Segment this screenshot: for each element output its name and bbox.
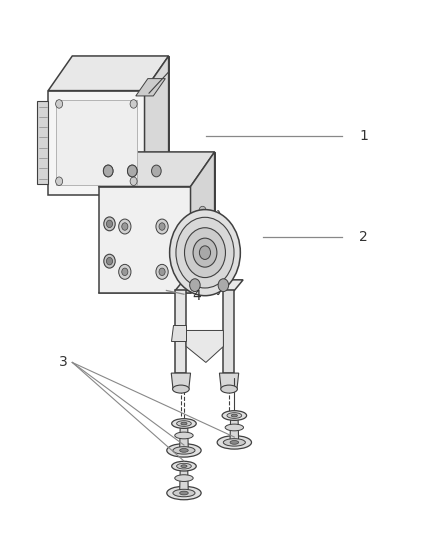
Ellipse shape [217,435,251,449]
Ellipse shape [180,491,188,495]
Circle shape [127,165,137,177]
Ellipse shape [173,447,195,454]
Circle shape [176,217,234,288]
Ellipse shape [173,489,195,497]
Polygon shape [180,424,188,449]
Polygon shape [56,100,137,185]
Circle shape [122,268,128,276]
Ellipse shape [213,211,223,295]
Circle shape [130,100,137,108]
Circle shape [104,217,115,231]
Circle shape [152,165,161,177]
Text: 3: 3 [59,356,68,369]
Polygon shape [180,466,188,491]
Circle shape [56,100,63,108]
Ellipse shape [230,440,239,445]
Ellipse shape [173,385,189,393]
Circle shape [104,254,115,268]
Circle shape [184,228,226,278]
Circle shape [103,165,113,177]
Circle shape [199,246,211,260]
Polygon shape [219,373,239,389]
Circle shape [159,223,165,230]
Circle shape [199,206,206,215]
Circle shape [170,209,240,296]
Circle shape [130,177,137,185]
Circle shape [193,238,217,267]
Circle shape [159,268,165,276]
Circle shape [119,219,131,234]
Polygon shape [72,56,169,160]
Polygon shape [123,152,215,259]
Polygon shape [230,416,239,441]
Circle shape [122,223,128,230]
Circle shape [127,165,137,177]
Ellipse shape [231,414,237,417]
Polygon shape [145,56,169,195]
Circle shape [190,279,200,292]
Circle shape [199,238,206,247]
Polygon shape [205,211,218,294]
Polygon shape [99,259,215,293]
Ellipse shape [223,439,245,446]
Ellipse shape [167,486,201,500]
Polygon shape [175,290,186,373]
Ellipse shape [227,413,242,418]
Ellipse shape [172,461,196,471]
Ellipse shape [181,422,187,425]
Circle shape [106,257,113,265]
Polygon shape [99,187,191,293]
Text: 1: 1 [359,129,368,143]
Ellipse shape [167,443,201,457]
Ellipse shape [177,463,191,469]
Circle shape [103,165,113,177]
Circle shape [156,219,168,234]
Polygon shape [191,152,215,293]
Ellipse shape [225,424,244,431]
Polygon shape [37,101,48,184]
Polygon shape [136,78,166,96]
Polygon shape [99,152,215,187]
Circle shape [156,264,168,279]
Ellipse shape [175,432,193,439]
Ellipse shape [180,449,188,452]
Ellipse shape [177,421,191,426]
Polygon shape [171,325,186,341]
Polygon shape [186,330,223,362]
Circle shape [56,177,63,185]
Ellipse shape [221,385,237,393]
Text: 4: 4 [193,289,201,303]
Polygon shape [223,290,234,373]
Ellipse shape [175,475,193,481]
Text: 2: 2 [359,230,368,244]
Circle shape [218,279,229,292]
Circle shape [106,220,113,228]
Polygon shape [48,91,145,195]
Polygon shape [48,56,169,91]
Polygon shape [171,373,191,389]
Circle shape [119,264,131,279]
Ellipse shape [181,465,187,467]
Ellipse shape [172,419,196,429]
Ellipse shape [222,410,247,421]
Polygon shape [175,280,243,290]
